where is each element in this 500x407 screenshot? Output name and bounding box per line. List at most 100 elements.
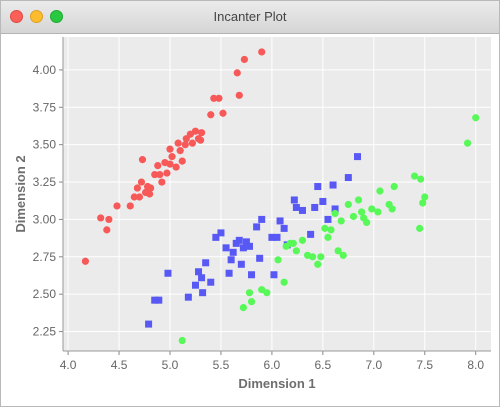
x-tick-label: 8.0 bbox=[467, 358, 484, 372]
y-tick-label: 3.25 bbox=[33, 175, 57, 189]
data-point-circle bbox=[176, 147, 184, 155]
data-point-circle bbox=[235, 91, 243, 99]
x-tick-label: 4.5 bbox=[111, 358, 128, 372]
data-point-circle bbox=[137, 178, 146, 186]
data-point-square bbox=[319, 197, 327, 205]
data-point-square bbox=[331, 205, 339, 213]
data-point-square bbox=[145, 320, 153, 328]
data-point-circle bbox=[196, 136, 205, 144]
data-point-circle bbox=[97, 214, 105, 222]
data-point-circle bbox=[357, 208, 366, 216]
data-point-circle bbox=[314, 260, 322, 268]
data-point-square bbox=[151, 296, 159, 304]
data-point-square bbox=[222, 244, 230, 252]
data-point-circle bbox=[188, 139, 197, 147]
data-point-circle bbox=[210, 94, 218, 102]
scatter-chart: 4.0 4.5 5.0 5.5 6.0 6.5 7.0 7.5 8.0 2.25 2.50 2.75 3… bbox=[13, 37, 491, 391]
x-tick-label: 5.0 bbox=[162, 358, 179, 372]
x-tick-label: 4.0 bbox=[60, 358, 77, 372]
data-point-circle bbox=[163, 169, 171, 177]
data-point-circle bbox=[327, 226, 335, 234]
chart-panel: 4.0 4.5 5.0 5.5 6.0 6.5 7.0 7.5 8.0 2.25 2.50 2.75 3… bbox=[1, 34, 499, 406]
data-point-square bbox=[329, 181, 337, 189]
data-point-circle bbox=[103, 226, 111, 234]
title-bar[interactable]: Incanter Plot bbox=[1, 1, 499, 34]
data-point-circle bbox=[166, 160, 174, 168]
y-tick-label: 2.50 bbox=[33, 287, 57, 301]
data-point-circle bbox=[247, 298, 256, 306]
data-point-square bbox=[225, 269, 233, 277]
data-point-circle bbox=[166, 145, 174, 153]
data-point-square bbox=[258, 215, 266, 223]
data-point-square bbox=[198, 274, 206, 282]
window-title: Incanter Plot bbox=[213, 9, 287, 24]
data-point-square bbox=[184, 293, 192, 301]
minimize-window-button[interactable] bbox=[30, 10, 43, 23]
data-point-circle bbox=[337, 217, 345, 225]
data-point-circle bbox=[472, 114, 480, 122]
tick-labels: 4.0 4.5 5.0 5.5 6.0 6.5 7.0 7.5 8.0 2.25 2.50 2.75 3… bbox=[33, 63, 485, 372]
data-point-circle bbox=[289, 239, 297, 247]
y-tick-label: 3.75 bbox=[33, 100, 57, 114]
data-point-circle bbox=[233, 69, 241, 77]
data-point-circle bbox=[126, 202, 134, 210]
data-point-square bbox=[344, 174, 352, 182]
data-point-square bbox=[290, 196, 298, 204]
x-tick-label: 7.0 bbox=[365, 358, 382, 372]
data-point-circle bbox=[133, 184, 141, 192]
data-point-square bbox=[307, 230, 315, 238]
data-point-circle bbox=[138, 156, 147, 164]
data-point-square bbox=[324, 215, 332, 223]
data-point-circle bbox=[197, 129, 206, 137]
data-point-circle bbox=[172, 163, 180, 171]
data-point-square bbox=[273, 233, 281, 241]
data-point-circle bbox=[263, 289, 271, 297]
zoom-window-button[interactable] bbox=[50, 10, 63, 23]
data-point-circle bbox=[219, 109, 227, 117]
axes bbox=[59, 37, 491, 355]
data-point-circle bbox=[158, 178, 166, 186]
data-point-circle bbox=[349, 212, 358, 221]
data-point-square bbox=[354, 153, 362, 161]
data-point-circle bbox=[363, 218, 371, 227]
data-point-circle bbox=[156, 170, 164, 179]
x-tick-label: 6.5 bbox=[315, 358, 332, 372]
y-tick-label: 3.50 bbox=[33, 138, 57, 152]
data-point-circle bbox=[374, 208, 382, 216]
plot-area bbox=[63, 37, 491, 351]
data-point-circle bbox=[245, 289, 254, 297]
data-point-square bbox=[227, 256, 235, 264]
data-point-circle bbox=[368, 205, 376, 213]
data-point-circle bbox=[240, 55, 248, 64]
data-point-square bbox=[314, 183, 322, 191]
x-axis-title: Dimension 1 bbox=[238, 376, 315, 391]
data-point-square bbox=[268, 233, 276, 241]
data-point-circle bbox=[168, 153, 176, 161]
data-point-circle bbox=[463, 139, 472, 147]
data-point-square bbox=[298, 206, 306, 214]
data-point-square bbox=[229, 248, 237, 256]
data-point-circle bbox=[324, 233, 332, 241]
data-point-circle bbox=[344, 200, 352, 209]
data-point-circle bbox=[417, 175, 425, 183]
data-point-square bbox=[245, 242, 253, 250]
close-window-button[interactable] bbox=[10, 10, 23, 23]
data-point-circle bbox=[331, 209, 339, 218]
data-point-circle bbox=[390, 182, 398, 191]
data-point-square bbox=[270, 271, 278, 279]
data-point-circle bbox=[178, 157, 186, 165]
data-point-circle bbox=[416, 224, 424, 232]
data-point-circle bbox=[130, 193, 138, 201]
data-point-circle bbox=[309, 253, 317, 261]
data-point-circle bbox=[298, 236, 307, 244]
x-tick-label: 6.0 bbox=[264, 358, 281, 372]
y-tick-label: 4.00 bbox=[33, 63, 57, 77]
data-point-circle bbox=[215, 94, 223, 102]
y-tick-label: 3.00 bbox=[33, 212, 57, 226]
data-point-square bbox=[212, 233, 220, 241]
data-point-circle bbox=[239, 304, 247, 312]
data-point-circle bbox=[354, 196, 363, 204]
data-point-square bbox=[199, 289, 207, 297]
x-tick-label: 7.5 bbox=[416, 358, 433, 372]
